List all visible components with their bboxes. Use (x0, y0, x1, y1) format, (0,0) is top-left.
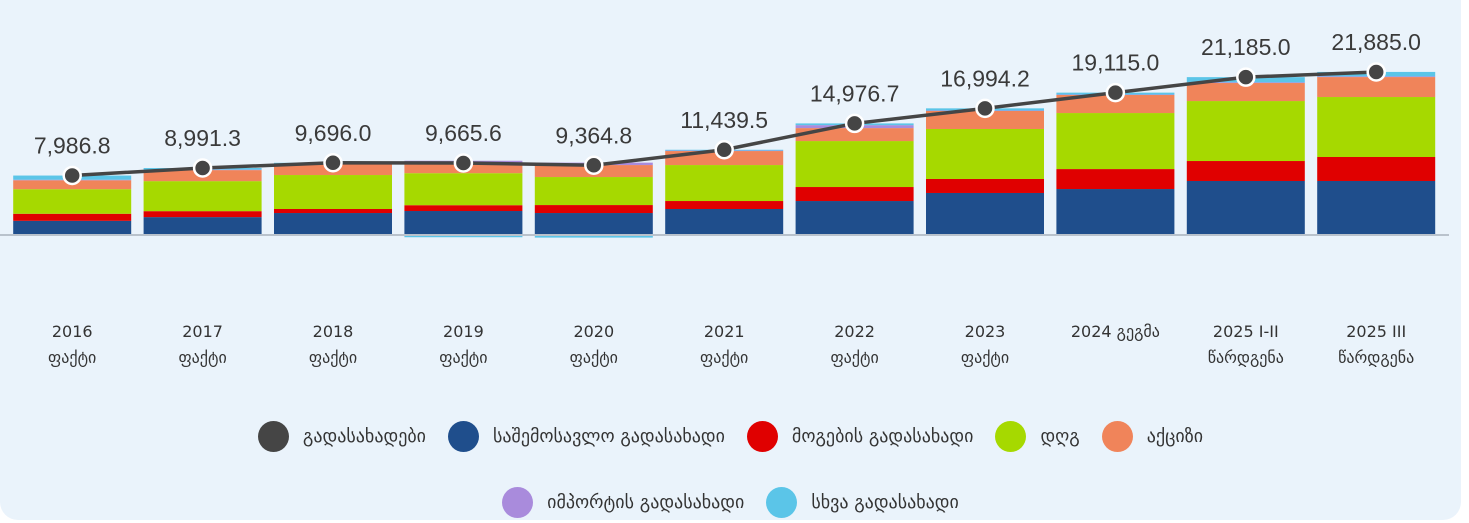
legend-swatch (746, 421, 778, 452)
bar-segment (1317, 156, 1436, 181)
bar-segment (534, 213, 653, 235)
legend-label: სხვა გადასახადი (811, 492, 959, 513)
bar-segment (404, 235, 523, 238)
bar-segment (534, 205, 653, 214)
chart: 7,986.8 8,991.3 9,696.0 9,665.6 9,364.8 11,43… (0, 29, 1449, 238)
legend-swatch (257, 421, 289, 452)
data-label: 9,665.6 (425, 120, 502, 146)
bar-segment (926, 192, 1044, 235)
legend-swatch (1101, 421, 1133, 452)
bar-segment (665, 165, 784, 202)
legend-item: საშემოსავლო გადასახადი (447, 421, 725, 452)
bar-segment (404, 205, 523, 212)
bar-segment (274, 208, 392, 214)
bar-segment (1186, 83, 1305, 102)
legend-swatch (995, 421, 1027, 452)
bar-segment (795, 201, 914, 235)
legend-swatch (502, 487, 534, 518)
x-tick-label: 2024 გეგმა (1070, 322, 1160, 341)
total-point (975, 98, 995, 119)
legend-item: დღგ (995, 421, 1080, 452)
x-tick-label: 2023 ფაქტი (960, 322, 1010, 367)
bar-segment (13, 189, 132, 214)
legend-swatch (447, 421, 479, 452)
x-tick-label: 2016 ფაქტი (48, 322, 97, 367)
legend-label: მოგების გადასახადი (791, 426, 974, 447)
total-point (1366, 62, 1386, 82)
total-point (192, 158, 213, 178)
bar-segment (143, 217, 262, 235)
x-tick-label: 2022 ფაქტი (830, 322, 879, 367)
total-point (62, 165, 82, 186)
bar-segment (404, 211, 523, 235)
data-label: 21,185.0 (1201, 34, 1291, 60)
bar-segment (1056, 169, 1175, 190)
bar-segment (143, 211, 262, 218)
data-label: 14,976.7 (810, 81, 900, 107)
total-point (1105, 82, 1126, 103)
data-label: 9,696.0 (295, 120, 372, 146)
legend-row: გადასახადები საშემოსავლო გადასახადი მოგები… (0, 421, 1461, 452)
legend-item: მოგების გადასახადი (746, 421, 974, 452)
total-point (1236, 67, 1256, 87)
bar-segment (1186, 161, 1305, 181)
bar-segment (143, 181, 262, 212)
bar-segment (665, 208, 784, 235)
x-tick-label: 2025 III წარდგენა (1338, 322, 1415, 367)
bar-segment (534, 177, 653, 206)
bar-segment (274, 175, 392, 209)
x-tick-label: 2018 ფაქტი (308, 322, 358, 367)
bar-segment (274, 213, 392, 235)
data-label: 11,439.5 (680, 107, 768, 133)
legend-row: იმპორტის გადასახადი სხვა გადასახადი (0, 487, 1461, 518)
bar-segment (926, 128, 1044, 179)
bar-segment (665, 201, 784, 209)
bar-segment (795, 128, 914, 142)
bar-segment (13, 220, 132, 235)
bar-segment (1186, 101, 1305, 162)
bar-segment (13, 213, 132, 221)
legend-item: იმპორტის გადასახადი (502, 487, 744, 518)
legend-label: დღგ (1040, 426, 1080, 447)
total-point (584, 155, 604, 175)
x-tick-label: 2021 ფაქტი (700, 322, 749, 367)
legend-label: გადასახადები (302, 426, 426, 447)
bar-segment (1186, 180, 1305, 235)
legend-label: საშემოსავლო გადასახადი (492, 426, 725, 447)
legend-item: გადასახადები (257, 421, 426, 452)
bar-segment (1056, 95, 1175, 114)
total-point (453, 153, 474, 173)
x-tick-label: 2020 ფაქტი (569, 322, 618, 367)
bar-segment (795, 187, 914, 202)
bar-segment (1317, 97, 1436, 157)
x-tick-label: 2019 ფაქტი (439, 322, 488, 367)
bar-segment (1056, 113, 1175, 170)
x-tick-label: 2025 I-II წარდგენა (1207, 322, 1284, 367)
bar-segment (926, 178, 1044, 193)
x-tick-label: 2017 ფაქტი (178, 322, 227, 367)
data-label: 19,115.0 (1071, 50, 1159, 76)
data-label: 9,364.8 (555, 122, 632, 148)
data-label: 21,885.0 (1331, 29, 1421, 55)
total-point (714, 140, 734, 160)
legend-swatch (766, 487, 798, 518)
data-label: 16,994.2 (940, 65, 1030, 91)
data-label: 8,991.3 (164, 125, 241, 151)
bar-segment (926, 110, 1044, 129)
bar-segment (1056, 189, 1175, 235)
bar-segment (1317, 77, 1436, 98)
data-label: 7,986.8 (34, 133, 111, 159)
legend-label: აქციზი (1146, 426, 1204, 447)
legend-label: იმპორტის გადასახადი (547, 492, 745, 513)
legend-item: სხვა გადასახადი (766, 487, 959, 518)
bar-segment (795, 141, 914, 188)
total-point (323, 153, 343, 173)
bar-segment (1317, 180, 1436, 235)
bar-segment (404, 173, 523, 206)
total-point (844, 113, 865, 134)
legend-item: აქციზი (1101, 421, 1204, 452)
bar-segment (534, 235, 653, 238)
